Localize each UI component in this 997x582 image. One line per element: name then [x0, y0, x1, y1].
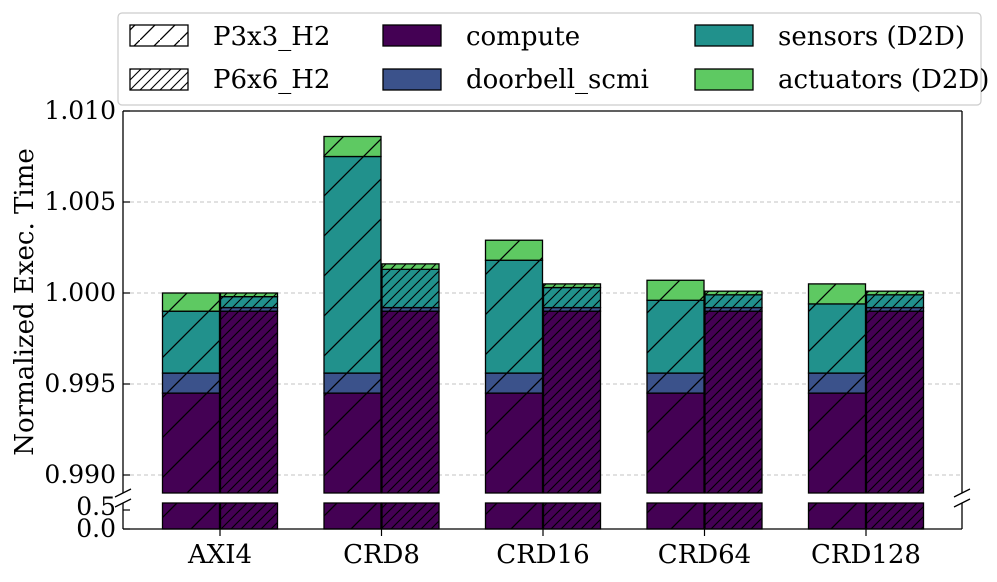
- legend-entry-compute: compute: [382, 22, 580, 52]
- bar-hatch-crd16-p6x6h2-compute: [543, 311, 601, 493]
- bar-hatch-axi4-p6x6h2-sensors-d2d: [220, 296, 278, 308]
- x-tick-label-axi4: AXI4: [187, 540, 252, 570]
- bar-hatch-crd128-p6x6h2-sensors-d2d: [866, 294, 924, 308]
- axis-break-right-top: [953, 488, 971, 498]
- bar-hatch-crd128-p3x3h2-sensors-d2d: [808, 303, 866, 374]
- y-tick-label: 0.995: [44, 369, 116, 398]
- bar-hatch-crd128-p3x3h2-compute: [808, 393, 866, 493]
- bar-lower-hatch-crd128-p3x3h2-compute: [808, 503, 866, 529]
- legend-label-sensors: sensors (D2D): [778, 22, 965, 52]
- bar-lower-hatch-crd16-p3x3h2-compute: [485, 503, 543, 529]
- bar-hatch-axi4-p6x6h2-doorbell-scmi: [220, 307, 278, 312]
- axis-break-left-bottom: [114, 498, 132, 508]
- bar-hatch-axi4-p6x6h2-actuators-d2d: [220, 293, 278, 297]
- legend-swatch-actuators: [694, 68, 754, 91]
- bars-lower-panel: [161, 502, 925, 530]
- bar-hatch-crd64-p6x6h2-sensors-d2d: [705, 294, 762, 308]
- bar-hatch-axi4-p3x3h2-doorbell-scmi: [162, 373, 220, 394]
- bars-upper-panel: [161, 135, 925, 494]
- bar-hatch-crd8-p3x3h2-actuators-d2d: [324, 136, 381, 157]
- legend-label-compute: compute: [466, 22, 580, 52]
- legend-swatch-p3x3: [129, 24, 189, 47]
- legend-label-actuators: actuators (D2D): [778, 65, 989, 95]
- bar-lower-hatch-axi4-p3x3h2-compute: [162, 503, 220, 529]
- bar-hatch-axi4-p6x6h2-compute: [220, 311, 278, 493]
- legend-label-doorbell: doorbell_scmi: [466, 65, 649, 95]
- bar-hatch-crd8-p6x6h2-actuators-d2d: [382, 263, 439, 270]
- bar-hatch-axi4-p3x3h2-sensors-d2d: [162, 311, 220, 374]
- bar-hatch-crd128-p3x3h2-doorbell-scmi: [808, 373, 866, 394]
- bar-hatch-crd64-p3x3h2-actuators-d2d: [647, 280, 704, 301]
- bar-hatch-crd16-p6x6h2-sensors-d2d: [543, 287, 601, 308]
- bar-hatch-crd16-p3x3h2-actuators-d2d: [485, 240, 543, 261]
- bar-hatch-crd64-p3x3h2-sensors-d2d: [647, 300, 704, 374]
- y-tick-label: 0.5: [76, 492, 116, 521]
- bar-hatch-crd8-p3x3h2-doorbell-scmi: [324, 373, 381, 394]
- legend-swatch-sensors: [694, 24, 754, 47]
- legend-entry-actuators: actuators (D2D): [694, 65, 989, 95]
- bar-hatch-crd8-p3x3h2-sensors-d2d: [324, 156, 381, 374]
- bar-hatch-crd8-p6x6h2-compute: [382, 311, 439, 493]
- bar-hatch-crd16-p3x3h2-sensors-d2d: [485, 260, 543, 374]
- x-ticks: AXI4 CRD8 CRD16 CRD64 CRD128: [187, 529, 921, 570]
- bar-hatch-crd8-p3x3h2-compute: [324, 393, 381, 493]
- bar-lower-hatch-crd8-p6x6h2-compute: [382, 503, 439, 529]
- x-tick-label-crd16: CRD16: [496, 540, 589, 570]
- y-axis-label: Normalized Exec. Time: [10, 148, 40, 455]
- bar-lower-hatch-crd8-p3x3h2-compute: [324, 503, 381, 529]
- bar-hatch-crd64-p6x6h2-compute: [705, 311, 762, 493]
- legend-swatch-doorbell: [382, 68, 442, 91]
- bar-hatch-crd16-p6x6h2-actuators-d2d: [543, 283, 601, 288]
- bar-hatch-crd16-p6x6h2-doorbell-scmi: [543, 307, 601, 312]
- legend-label-p3x3: P3x3_H2: [213, 22, 330, 52]
- legend-entry-p6x6: P6x6_H2: [129, 65, 330, 95]
- legend-frame: [117, 12, 982, 106]
- bar-hatch-crd16-p3x3h2-doorbell-scmi: [485, 373, 543, 394]
- legend-entry-p3x3: P3x3_H2: [129, 22, 330, 52]
- y-ticks: 0.990 0.995 1.000 1.005 1.010 0.5 0.0: [44, 96, 130, 543]
- bar-hatch-axi4-p3x3h2-compute: [162, 393, 220, 493]
- bar-hatch-crd128-p3x3h2-actuators-d2d: [808, 283, 866, 304]
- y-tick-label: 1.000: [44, 278, 116, 307]
- bar-hatch-crd8-p6x6h2-doorbell-scmi: [382, 307, 439, 312]
- bar-lower-hatch-crd16-p6x6h2-compute: [543, 503, 601, 529]
- y-tick-label: 1.010: [44, 96, 116, 125]
- bar-hatch-crd128-p6x6h2-actuators-d2d: [866, 291, 924, 295]
- y-tick-label: 1.005: [44, 187, 116, 216]
- y-tick-label: 0.0: [76, 514, 116, 543]
- bar-lower-hatch-crd64-p3x3h2-compute: [647, 503, 704, 529]
- bar-hatch-axi4-p3x3h2-actuators-d2d: [162, 293, 220, 312]
- y-tick-label: 0.990: [44, 460, 116, 489]
- x-tick-label-crd64: CRD64: [658, 540, 751, 570]
- legend-swatch-p6x6: [129, 68, 189, 91]
- bar-hatch-crd64-p6x6h2-doorbell-scmi: [705, 307, 762, 312]
- bar-hatch-crd128-p6x6h2-compute: [866, 311, 924, 493]
- bar-lower-hatch-crd64-p6x6h2-compute: [705, 503, 762, 529]
- bar-lower-hatch-crd128-p6x6h2-compute: [866, 503, 924, 529]
- axis-break-right-bottom: [953, 498, 971, 508]
- bar-hatch-crd128-p6x6h2-doorbell-scmi: [866, 307, 924, 312]
- bar-hatch-crd64-p6x6h2-actuators-d2d: [705, 291, 762, 295]
- bar-hatch-crd16-p3x3h2-compute: [485, 393, 543, 493]
- legend-entry-sensors: sensors (D2D): [694, 22, 965, 52]
- x-tick-label-crd128: CRD128: [811, 540, 921, 570]
- bar-hatch-crd8-p6x6h2-sensors-d2d: [382, 269, 439, 308]
- legend: P3x3_H2 P6x6_H2 compute doorbell_scmi se…: [117, 12, 989, 106]
- legend-swatch-compute: [382, 24, 442, 47]
- axis-break-left-top: [114, 488, 132, 498]
- x-tick-label-crd8: CRD8: [343, 540, 420, 570]
- bar-hatch-crd64-p3x3h2-compute: [647, 393, 704, 493]
- bar-lower-hatch-axi4-p6x6h2-compute: [220, 503, 278, 529]
- bar-hatch-crd64-p3x3h2-doorbell-scmi: [647, 373, 704, 394]
- legend-label-p6x6: P6x6_H2: [213, 65, 330, 95]
- legend-entry-doorbell: doorbell_scmi: [382, 65, 649, 95]
